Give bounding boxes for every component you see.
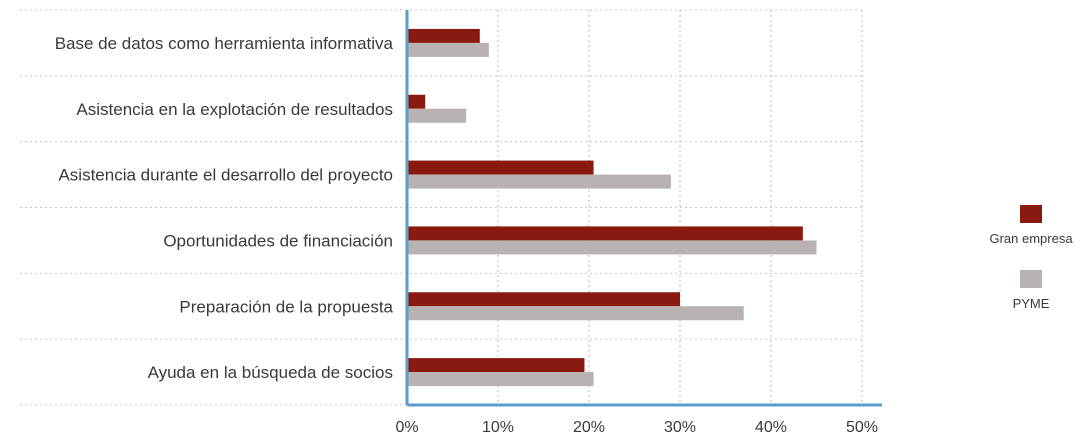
x-tick-label: 40% (755, 419, 787, 436)
legend-swatch (1020, 270, 1042, 288)
bar-gran-empresa (407, 160, 594, 175)
x-tick-label: 0% (395, 419, 418, 436)
category-label: Base de datos como herramienta informati… (55, 34, 394, 53)
category-label: Ayuda en la búsqueda de socios (148, 363, 393, 382)
x-tick-label: 20% (573, 419, 605, 436)
bar-pyme (407, 108, 467, 123)
bar-gran-empresa (407, 94, 426, 109)
category-label: Asistencia durante el desarrollo del pro… (58, 166, 393, 185)
bar-pyme (407, 174, 671, 189)
bar-pyme (407, 306, 744, 321)
category-label: Asistencia en la explotación de resultad… (76, 100, 393, 119)
bar-pyme (407, 240, 817, 255)
bar-pyme (407, 372, 594, 387)
bar-gran-empresa (407, 292, 680, 307)
legend-label: Gran empresa (989, 231, 1073, 246)
bar-pyme (407, 42, 489, 57)
x-tick-label: 30% (664, 419, 696, 436)
legend-label: PYME (1013, 296, 1050, 311)
bar-gran-empresa (407, 28, 480, 43)
x-tick-label: 10% (482, 419, 514, 436)
category-label: Oportunidades de financiación (163, 231, 393, 250)
bar-gran-empresa (407, 358, 585, 373)
legend-swatch (1020, 205, 1042, 223)
category-label: Preparación de la propuesta (179, 297, 393, 316)
x-tick-label: 50% (846, 419, 878, 436)
bar-gran-empresa (407, 226, 803, 241)
